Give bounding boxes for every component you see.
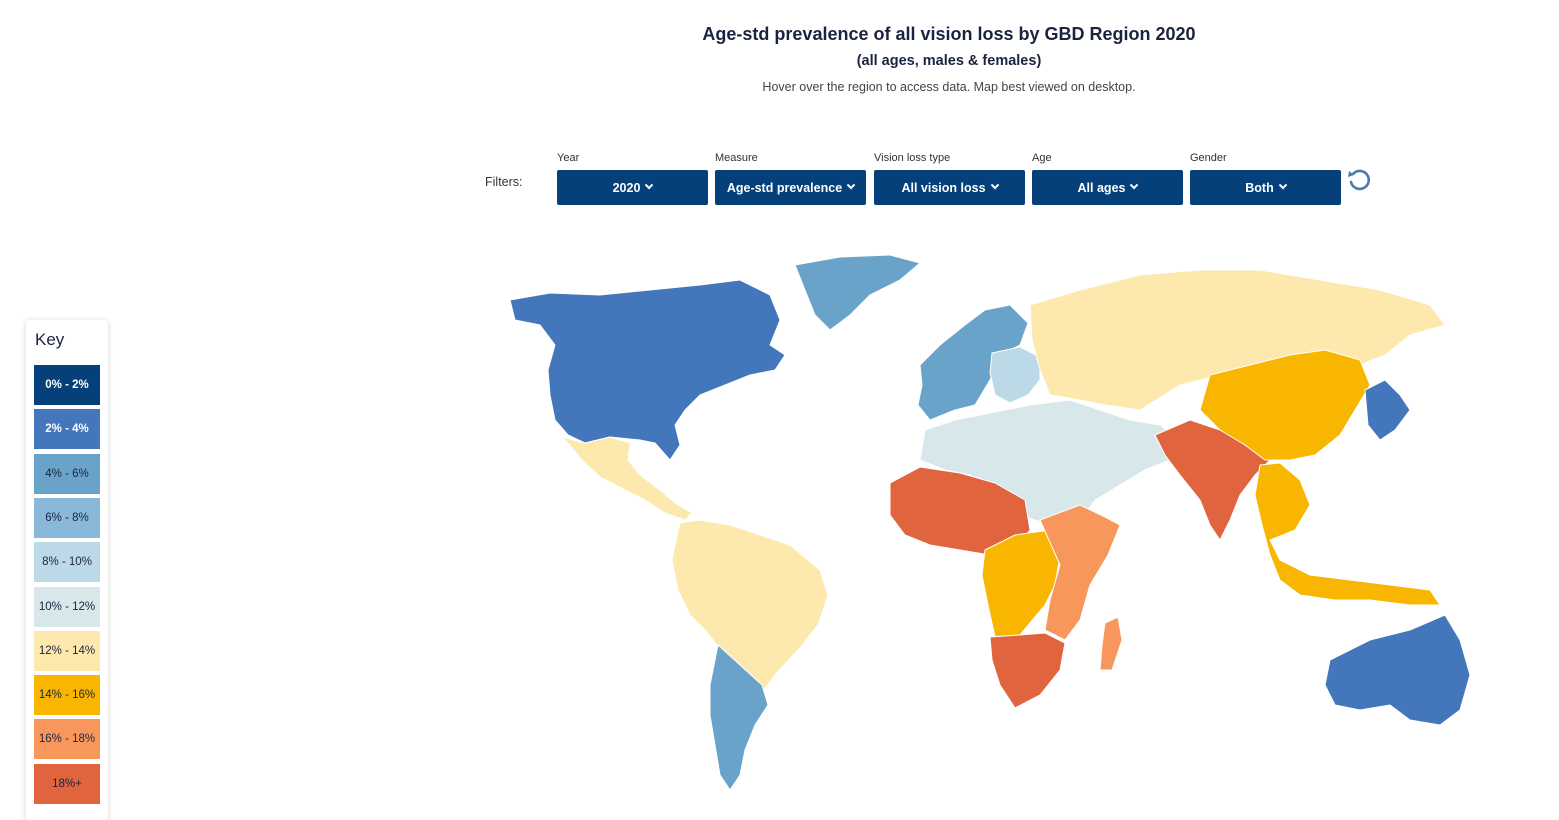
measure-filter-label: Measure [715, 152, 758, 164]
map-region-north-america[interactable] [509, 279, 786, 461]
age-dropdown-value: All ages [1077, 180, 1126, 195]
filters-label: Filters: [485, 175, 523, 189]
map-region-mexico-central-america[interactable] [561, 436, 693, 521]
chevron-down-icon [645, 180, 654, 189]
gender-dropdown-value: Both [1245, 180, 1274, 195]
world-map [509, 254, 1471, 791]
vision-loss-type-filter: Vision loss type All vision loss [874, 150, 1025, 205]
vision-loss-type-filter-label: Vision loss type [874, 152, 951, 164]
gender-dropdown[interactable]: Both [1190, 170, 1341, 205]
key-swatch-10: 18%+ [34, 763, 100, 804]
map-region-central-europe[interactable] [989, 346, 1041, 404]
map-region-japan-korea[interactable] [1364, 379, 1411, 441]
map-region-greenland[interactable] [794, 254, 921, 331]
map-region-southern-south-america[interactable] [709, 644, 769, 791]
instruction-text: Hover over the region to access data. Ma… [762, 80, 1136, 94]
map-region-madagascar[interactable] [1099, 616, 1123, 671]
year-filter-label: Year [557, 152, 580, 164]
map-region-eastern-sub-saharan-africa[interactable] [1039, 504, 1121, 641]
key-title: Key [35, 330, 65, 349]
chevron-down-icon [1278, 180, 1287, 189]
gender-filter: Gender Both [1190, 150, 1341, 205]
vision-loss-type-dropdown-value: All vision loss [901, 180, 986, 195]
key-swatch-6: 10% - 12% [34, 586, 100, 627]
reset-icon[interactable] [1346, 166, 1374, 194]
key-swatch-9: 16% - 18% [34, 719, 100, 760]
key-swatch-5: 8% - 10% [34, 542, 100, 583]
measure-dropdown-value: Age-std prevalence [726, 180, 843, 195]
key-swatch-3: 4% - 6% [34, 453, 100, 494]
gender-filter-label: Gender [1190, 152, 1227, 164]
key-swatch-7: 12% - 14% [34, 630, 100, 671]
map-region-south-america[interactable] [671, 519, 829, 696]
chevron-down-icon [846, 180, 856, 189]
age-dropdown[interactable]: All ages [1032, 170, 1183, 205]
page-title: Age-std prevalence of all vision loss by… [702, 24, 1196, 44]
year-dropdown-value: 2020 [612, 180, 641, 195]
map-region-central-sub-saharan-africa[interactable] [981, 529, 1061, 638]
chevron-down-icon [1130, 180, 1139, 189]
age-filter: Age All ages [1032, 150, 1183, 205]
map-region-east-asia[interactable] [1199, 349, 1371, 461]
measure-dropdown[interactable]: Age-std prevalence [715, 170, 866, 205]
key-swatch-2: 2% - 4% [34, 409, 100, 450]
measure-filter: Measure Age-std prevalence [715, 150, 866, 205]
map-region-southern-sub-saharan-africa[interactable] [989, 632, 1066, 709]
key-swatch-8: 14% - 16% [34, 675, 100, 716]
map-region-australasia[interactable] [1324, 614, 1471, 726]
key-swatch-1: 0% - 2% [34, 365, 100, 405]
year-dropdown[interactable]: 2020 [557, 170, 708, 205]
year-filter: Year 2020 [557, 150, 708, 205]
map-region-southeast-asia[interactable] [1254, 462, 1441, 606]
map-key: Key 0% - 2% 2% - 4% 4% - 6% 6% - 8% 8% - 10%… [26, 320, 108, 820]
vision-loss-type-dropdown[interactable]: All vision loss [874, 170, 1025, 205]
age-filter-label: Age [1032, 152, 1052, 164]
key-swatch-4: 6% - 8% [34, 497, 100, 538]
page-subtitle: (all ages, males & females) [856, 53, 1042, 69]
chevron-down-icon [990, 180, 999, 189]
